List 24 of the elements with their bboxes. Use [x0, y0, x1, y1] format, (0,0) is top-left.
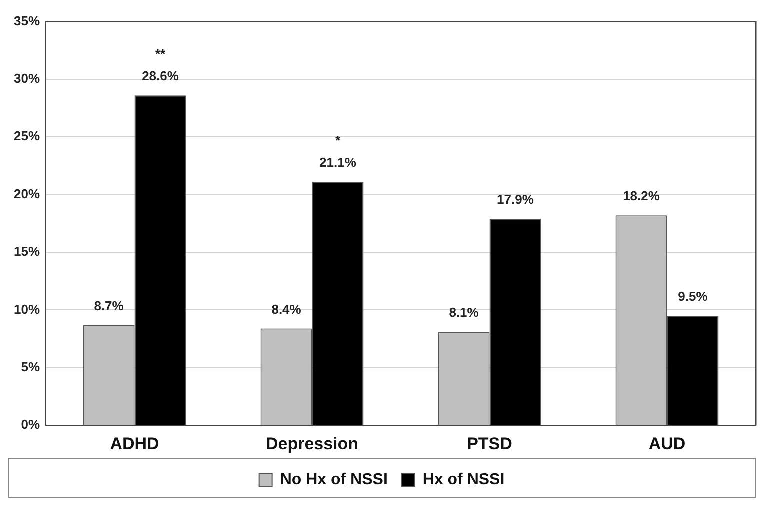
data-label: 18.2%: [623, 188, 660, 204]
data-label: 8.7%: [94, 298, 124, 314]
annotation: *: [335, 133, 342, 148]
y-tick-label: 5%: [21, 359, 40, 374]
x-tick-label: AUD: [648, 434, 686, 454]
data-label: 21.1%: [320, 155, 357, 170]
data-label: 8.1%: [449, 305, 480, 320]
y-tick-label: 25%: [14, 128, 40, 144]
x-tick-label: ADHD: [110, 434, 160, 454]
legend-label: No Hx of NSSI: [280, 471, 388, 488]
y-tick-label: 30%: [14, 71, 40, 86]
y-tick-label: 10%: [14, 302, 40, 317]
y-tick-label: 20%: [14, 186, 40, 202]
legend-label: Hx of NSSI: [422, 471, 505, 488]
data-label: 17.9%: [497, 192, 534, 208]
y-tick-label: 0%: [21, 417, 40, 432]
data-label: 28.6%: [142, 68, 180, 84]
y-tick-label: 35%: [14, 13, 40, 28]
x-tick-label: Depression: [266, 434, 359, 454]
annotation: **: [155, 46, 166, 62]
x-tick-label: PTSD: [467, 434, 512, 454]
y-tick-label: 15%: [14, 244, 40, 260]
data-label: 9.5%: [678, 289, 708, 304]
data-label: 8.4%: [272, 302, 302, 317]
